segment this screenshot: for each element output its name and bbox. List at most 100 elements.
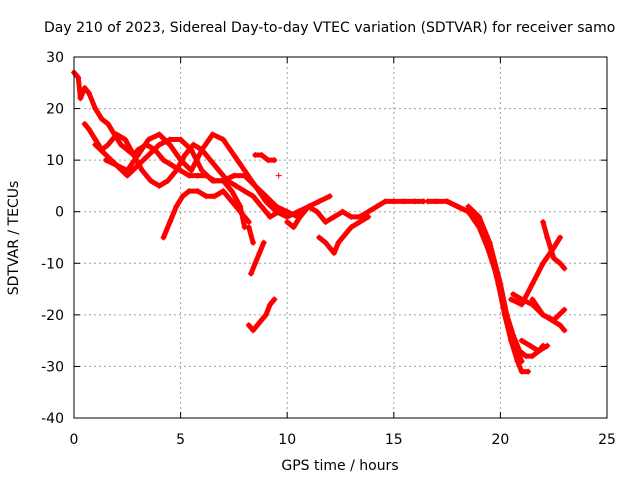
y-tick-label: -30 [41,359,64,375]
x-tick-label: 15 [385,432,403,448]
series-trace-8 [245,224,257,246]
data-point [322,219,329,226]
data-point [305,203,312,210]
data-point [194,172,201,179]
data-point [356,213,363,220]
data-point [75,74,82,81]
series-band [252,152,277,163]
series-trace-16 [529,296,568,324]
data-point [81,121,88,128]
x-tick-label: 0 [70,432,79,448]
data-point [252,260,259,267]
data-point [92,141,99,148]
data-point [169,162,176,169]
data-point [412,198,419,205]
data-point [166,219,173,226]
data-point [215,167,222,174]
data-point [105,141,112,148]
series-trace-6 [245,296,278,334]
data-point [156,141,163,148]
data-point [173,167,180,174]
series-band [529,296,567,323]
data-point [557,260,564,267]
data-point [275,172,282,179]
data-point [290,224,297,231]
data-point [273,203,280,210]
data-point [252,151,259,158]
data-point [139,167,146,174]
data-point [331,213,338,220]
data-point [550,317,557,324]
series-band [508,235,563,307]
data-point [401,198,408,205]
data-point [117,141,124,148]
data-point [211,193,218,200]
y-tick-label: -10 [41,256,64,272]
data-point [241,188,248,195]
data-point [267,213,274,220]
data-point [510,291,517,298]
data-point [508,296,515,303]
data-point [190,141,197,148]
data-point [339,234,346,241]
x-tick-label: 10 [278,432,296,448]
data-point [98,115,105,122]
series-trace-9 [252,151,278,164]
x-tick-label: 25 [598,432,616,448]
data-point [273,208,280,215]
data-point [284,208,291,215]
data-point [237,208,244,215]
series-band [519,338,550,354]
data-point [444,198,451,205]
data-point [247,270,254,277]
data-point [525,368,532,375]
data-point [326,244,333,251]
data-point [271,296,278,303]
data-point [314,208,321,215]
data-point [258,151,265,158]
series-band [161,188,252,240]
series-trace-10 [284,198,427,231]
data-point [122,136,129,143]
data-point [518,368,525,375]
data-point [373,203,380,210]
data-point [113,131,120,138]
data-point [561,327,568,334]
data-point [262,193,269,200]
data-point [561,306,568,313]
data-point [102,157,109,164]
data-point [503,311,510,318]
data-point [250,239,257,246]
data-point [134,162,141,169]
data-point [424,198,431,205]
data-point [339,208,346,215]
data-point [220,136,227,143]
y-tick-label: 20 [46,102,64,118]
series-band [246,224,256,246]
data-point [164,177,171,184]
series-trace-20 [275,172,282,179]
data-point [186,188,193,195]
data-point [173,203,180,210]
data-point [124,172,131,179]
data-point [241,167,248,174]
data-point [540,219,547,226]
data-point [540,260,547,267]
data-point [177,136,184,143]
y-axis-label: SDTVAR / TECUs [6,181,22,296]
data-point [245,224,252,231]
series-trace-19 [518,337,551,354]
data-point [516,347,523,354]
data-point [230,151,237,158]
data-point [105,121,112,128]
data-point [203,193,210,200]
data-point [134,151,141,158]
data-point [160,234,167,241]
data-point [529,353,536,360]
data-point [518,337,525,344]
data-point [497,280,504,287]
data-point [228,188,235,195]
data-point [198,167,205,174]
data-point [365,208,372,215]
data-point [382,198,389,205]
